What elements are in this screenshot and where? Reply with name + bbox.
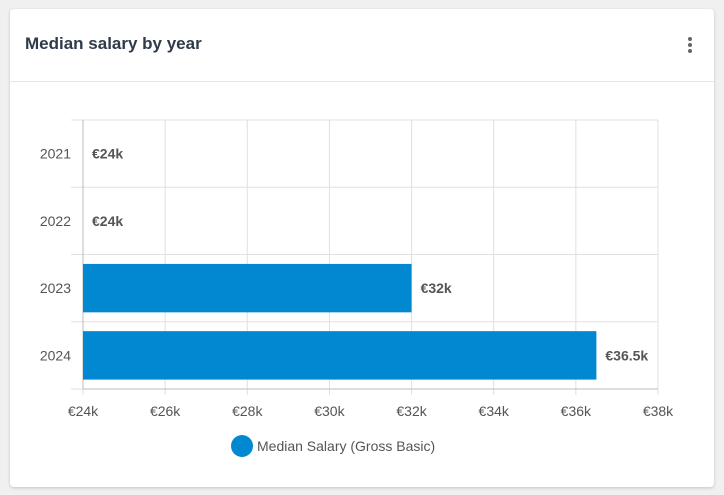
- y-tick-label: 2022: [40, 213, 71, 229]
- x-tick-label: €24k: [68, 403, 99, 419]
- x-tick-label: €28k: [232, 403, 263, 419]
- x-tick-label: €34k: [479, 403, 510, 419]
- data-label: €36.5k: [605, 347, 648, 363]
- chart-card: Median salary by year 2021 €24k 2022 €24k 20…: [10, 9, 714, 487]
- bar-chart: 2021 €24k 2022 €24k 2023 €32k 2024 €36.5k €24k €2…: [40, 119, 674, 457]
- more-vertical-icon[interactable]: [682, 35, 698, 55]
- legend-label: Median Salary (Gross Basic): [257, 438, 435, 454]
- card-title: Median salary by year: [25, 34, 202, 53]
- y-tick-label: 2023: [40, 280, 71, 296]
- data-label: €24k: [92, 146, 123, 162]
- data-label: €24k: [92, 213, 123, 229]
- bar-2023: [83, 263, 412, 313]
- x-tick-label: €32k: [396, 403, 427, 419]
- legend-marker: [231, 435, 253, 457]
- data-label: €32k: [421, 280, 452, 296]
- chart-area: 2021 €24k 2022 €24k 2023 €32k 2024 €36.5k €24k €2…: [10, 82, 714, 487]
- x-tick-label: €36k: [561, 403, 592, 419]
- x-tick-label: €26k: [150, 403, 181, 419]
- x-tick-label: €38k: [643, 403, 674, 419]
- card-header: Median salary by year: [10, 9, 714, 82]
- y-tick-label: 2024: [40, 347, 71, 363]
- x-tick-label: €30k: [314, 403, 345, 419]
- y-tick-label: 2021: [40, 146, 71, 162]
- bar-2024: [83, 331, 597, 380]
